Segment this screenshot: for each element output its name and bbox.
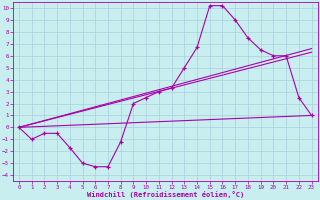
X-axis label: Windchill (Refroidissement éolien,°C): Windchill (Refroidissement éolien,°C) [87, 191, 244, 198]
